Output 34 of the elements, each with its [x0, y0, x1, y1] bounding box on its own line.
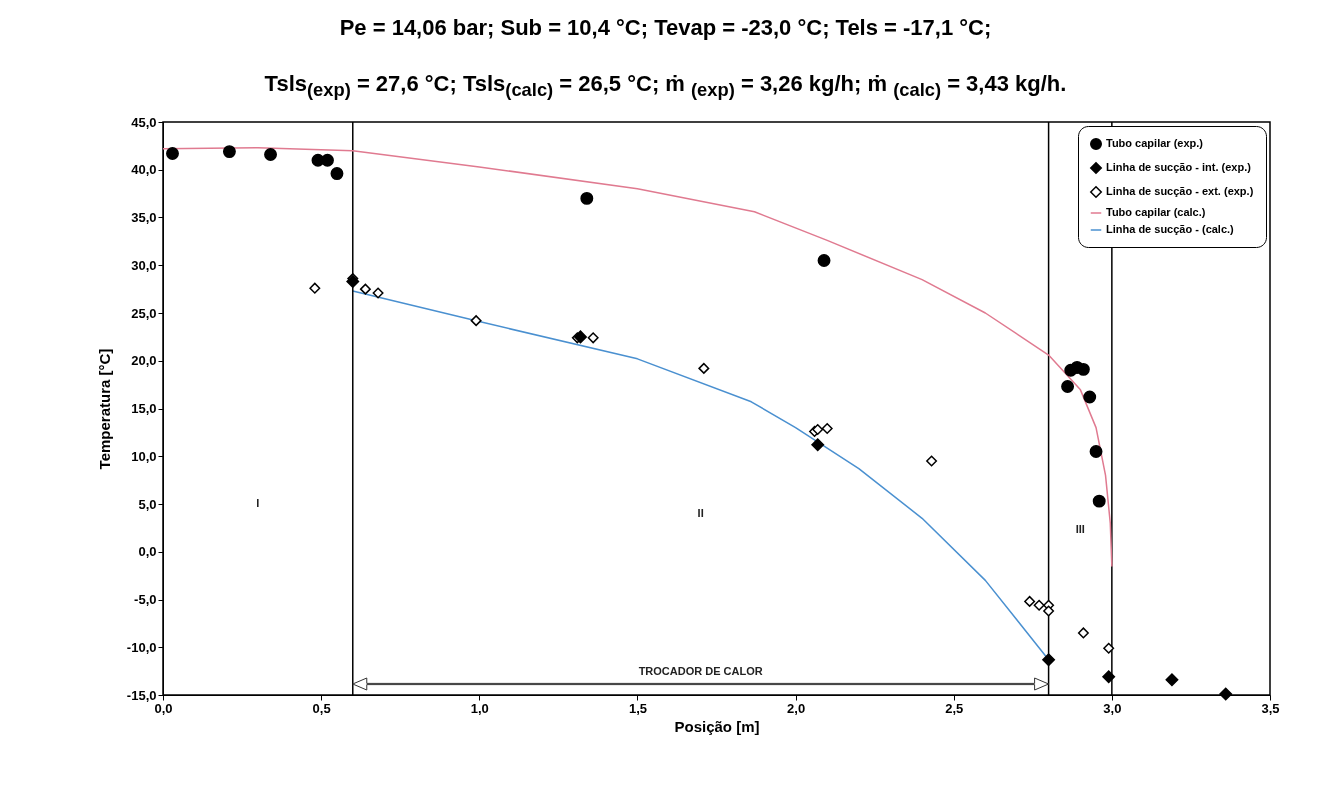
x-tick-label: 1,0: [470, 700, 489, 716]
y-axis-title: Temperatura [°C]: [95, 348, 113, 470]
x-axis-title: Posição [m]: [674, 717, 760, 735]
y-tick-label: 10,0: [131, 448, 157, 464]
legend-label: Linha de sucção - int. (exp.): [1106, 161, 1252, 173]
x-tick-label: 3,0: [1103, 700, 1122, 716]
y-tick-label: 25,0: [131, 305, 157, 321]
y-tick-label: 5,0: [138, 496, 157, 512]
y-tick-label: 0,0: [138, 544, 157, 560]
annotation: TROCADOR DE CALOR: [638, 665, 763, 677]
y-tick-label: 45,0: [131, 114, 157, 130]
x-tick-label: 2,0: [787, 700, 806, 716]
y-tick-label: -5,0: [134, 592, 157, 607]
text: Tsls$_{(exp)}$ = 27,6 °C; Tsls$_{(calc)}$ = 26,5 °C; ṁ $_{(exp)}$ = 3,26 kg/h; ṁ $_{(calc)}$ = 3,43 kg/h.: [264, 71, 1067, 101]
annotation: I: [256, 497, 260, 509]
y-tick-label: 40,0: [131, 162, 157, 178]
legend-label: Tubo capilar (calc.): [1106, 206, 1206, 218]
x-tick-label: 0,0: [154, 700, 173, 716]
x-tick-label: 1,5: [628, 700, 647, 716]
legend-label: Linha de sucção - (calc.): [1106, 223, 1235, 235]
annotation: II: [697, 507, 704, 519]
legend-label: Linha de sucção - ext. (exp.): [1106, 185, 1254, 197]
y-tick-label: -15,0: [126, 687, 157, 703]
annotation: III: [1075, 523, 1085, 535]
chart-title: Pe = 14,06 bar; Sub = 10,4 °C; Tevap = -23,0 °C; Tels = -17,1 °C;: [338, 14, 993, 42]
y-tick-label: 20,0: [131, 353, 157, 369]
y-tick-label: -10,0: [126, 639, 157, 655]
y-tick-label: 30,0: [131, 257, 157, 273]
x-tick-label: 3,5: [1261, 700, 1280, 716]
x-tick-label: 2,5: [945, 700, 964, 716]
y-tick-label: 35,0: [131, 210, 157, 225]
y-tick-label: 15,0: [131, 401, 157, 416]
x-tick-label: 0,5: [312, 700, 331, 716]
legend-label: Tubo capilar (exp.): [1106, 137, 1204, 149]
